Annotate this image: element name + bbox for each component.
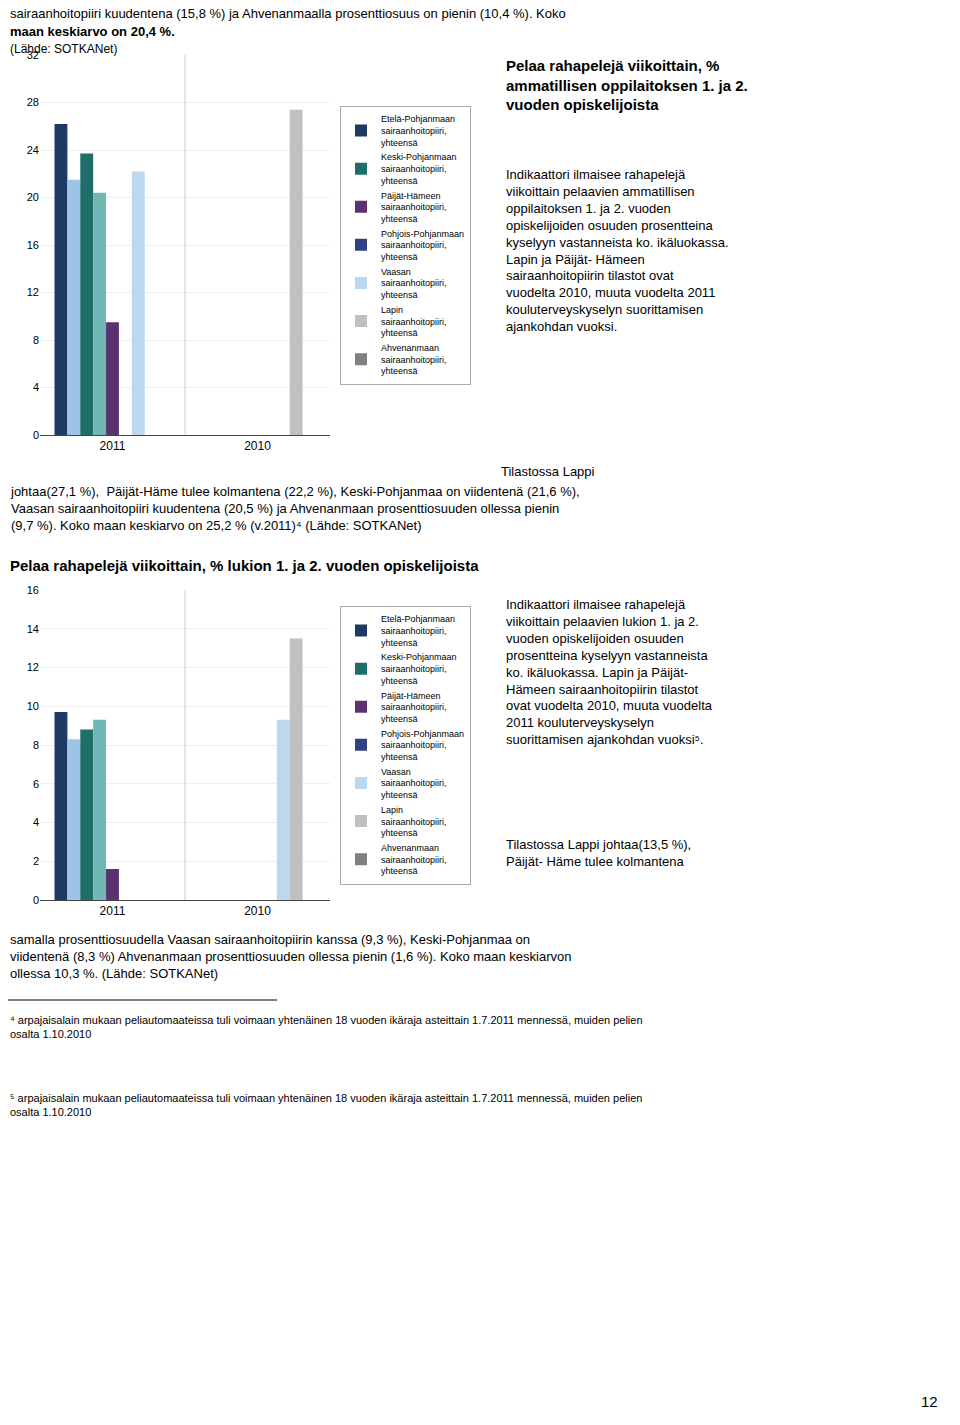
svg-text:24: 24 — [27, 144, 39, 156]
svg-text:Lapinsairaanhoitopiiri,yhteens: Lapinsairaanhoitopiiri,yhteensä — [381, 305, 447, 338]
svg-text:Ahvenanmaansairaanhoitopiiri,y: Ahvenanmaansairaanhoitopiiri,yhteensä — [381, 843, 447, 876]
svg-text:Keski-Pohjanmaansairaanhoitopi: Keski-Pohjanmaansairaanhoitopiiri,yhteen… — [381, 152, 457, 185]
svg-text:samalla prosenttiosuudella Vaa: samalla prosenttiosuudella Vaasan sairaa… — [10, 932, 572, 981]
svg-text:Etelä-Pohjanmaansairaanhoitopi: Etelä-Pohjanmaansairaanhoitopiiri,yhteen… — [381, 614, 455, 647]
svg-text:⁴ arpajaisalain mukaan peliaut: ⁴ arpajaisalain mukaan peliautomaateissa… — [10, 1014, 643, 1040]
svg-text:Päijät-Hämeensairaanhoitopiiri: Päijät-Hämeensairaanhoitopiiri,yhteensä — [381, 191, 447, 224]
svg-text:12: 12 — [27, 661, 39, 673]
svg-text:8: 8 — [33, 334, 39, 346]
svg-text:28: 28 — [27, 96, 39, 108]
svg-text:16: 16 — [27, 239, 39, 251]
svg-text:Vaasansairaanhoitopiiri,yhteen: Vaasansairaanhoitopiiri,yhteensä — [381, 267, 447, 300]
svg-text:8: 8 — [33, 739, 39, 751]
svg-text:2: 2 — [33, 855, 39, 867]
svg-text:10: 10 — [27, 700, 39, 712]
svg-text:Pelaa rahapelejä viikoittain,: Pelaa rahapelejä viikoittain, % lukion 1… — [10, 557, 479, 574]
svg-text:Pohjois-Pohjanmaansairaanhoito: Pohjois-Pohjanmaansairaanhoitopiiri,yhte… — [381, 729, 464, 762]
svg-text:Ahvenanmaansairaanhoitopiiri,y: Ahvenanmaansairaanhoitopiiri,yhteensä — [381, 343, 447, 376]
svg-text:Vaasansairaanhoitopiiri,yhteen: Vaasansairaanhoitopiiri,yhteensä — [381, 767, 447, 800]
svg-text:2010: 2010 — [244, 904, 271, 918]
svg-text:2011: 2011 — [100, 904, 126, 918]
svg-text:12: 12 — [27, 286, 39, 298]
svg-text:Päijät-Hämeensairaanhoitopiiri: Päijät-Hämeensairaanhoitopiiri,yhteensä — [381, 691, 447, 724]
svg-text:Indikaattori ilmaisee rahapele: Indikaattori ilmaisee rahapelejäviikoitt… — [506, 167, 729, 334]
svg-text:sairaanhoitopiiri kuudentena (: sairaanhoitopiiri kuudentena (15,8 %) ja… — [10, 6, 566, 21]
svg-text:maan keskiarvo on 20,4 %.: maan keskiarvo on 20,4 %. — [10, 24, 175, 39]
svg-text:0: 0 — [33, 894, 39, 906]
svg-text:2011: 2011 — [100, 439, 126, 453]
svg-text:Lapinsairaanhoitopiiri,yhteens: Lapinsairaanhoitopiiri,yhteensä — [381, 805, 447, 838]
svg-text:4: 4 — [33, 816, 39, 828]
svg-text:2010: 2010 — [244, 439, 271, 453]
svg-text:Pohjois-Pohjanmaansairaanhoito: Pohjois-Pohjanmaansairaanhoitopiiri,yhte… — [381, 229, 464, 262]
svg-text:(Lähde: SOTKANet): (Lähde: SOTKANet) — [10, 42, 117, 56]
svg-text:12: 12 — [921, 1393, 938, 1410]
svg-text:6: 6 — [33, 778, 39, 790]
svg-text:Tilastossa Lappi: Tilastossa Lappi — [501, 464, 595, 479]
svg-text:32: 32 — [27, 49, 39, 61]
svg-text:20: 20 — [27, 191, 39, 203]
svg-text:0: 0 — [33, 429, 39, 441]
svg-text:4: 4 — [33, 381, 39, 393]
svg-text:Tilastossa Lappi johtaa(13,5 %: Tilastossa Lappi johtaa(13,5 %),Päijät- … — [506, 837, 691, 869]
svg-text:Indikaattori ilmaisee rahapele: Indikaattori ilmaisee rahapelejäviikoitt… — [506, 597, 713, 747]
svg-text:johtaa(27,1 %), Päijät-Häme t: johtaa(27,1 %), Päijät-Häme tulee kolman… — [10, 484, 580, 533]
svg-text:Etelä-Pohjanmaansairaanhoitopi: Etelä-Pohjanmaansairaanhoitopiiri,yhteen… — [381, 114, 455, 147]
svg-text:⁵ arpajaisalain mukaan peliaut: ⁵ arpajaisalain mukaan peliautomaateissa… — [10, 1092, 642, 1118]
svg-text:Pelaa rahapelejä viikoittain,: Pelaa rahapelejä viikoittain, %ammatilli… — [506, 57, 748, 113]
svg-text:Keski-Pohjanmaansairaanhoitopi: Keski-Pohjanmaansairaanhoitopiiri,yhteen… — [381, 652, 457, 685]
svg-text:16: 16 — [27, 584, 39, 596]
svg-text:14: 14 — [27, 623, 39, 635]
